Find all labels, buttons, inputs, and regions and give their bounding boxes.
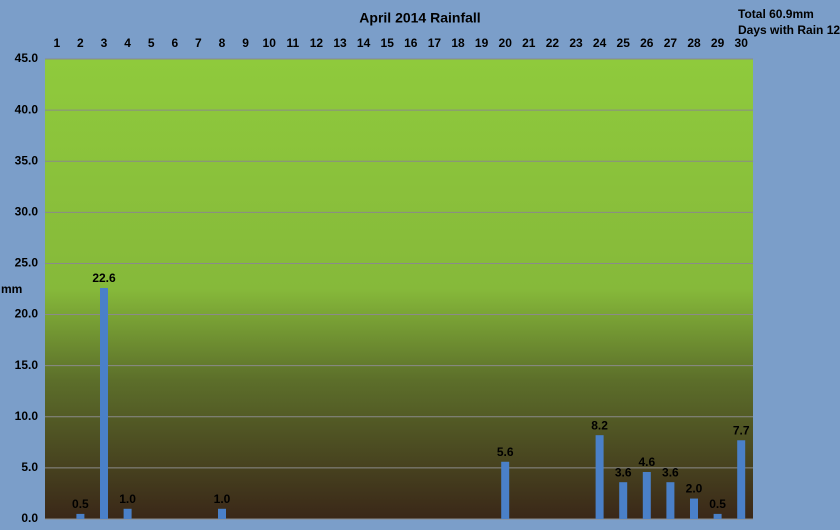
value-label: 4.6 (638, 455, 655, 469)
x-tick-label: 21 (522, 36, 536, 50)
value-label: 1.0 (214, 492, 231, 506)
bar (713, 513, 722, 519)
bar (218, 508, 226, 519)
x-tick-label: 12 (310, 36, 324, 50)
y-tick-label: 35.0 (15, 153, 39, 167)
x-tick-label: 2 (77, 36, 84, 50)
y-tick-label: 5.0 (21, 460, 38, 474)
x-tick-label: 1 (53, 36, 60, 50)
bar (666, 482, 675, 519)
y-tick-label: 30.0 (15, 205, 39, 219)
value-label: 2.0 (686, 482, 703, 496)
x-tick-label: 27 (664, 36, 678, 50)
x-tick-label: 22 (546, 36, 560, 50)
x-tick-label: 7 (195, 36, 202, 50)
y-tick-label: 40.0 (15, 102, 39, 116)
x-tick-label: 10 (263, 36, 277, 50)
x-tick-label: 3 (101, 36, 108, 50)
x-tick-label: 30 (735, 36, 749, 50)
x-tick-label: 14 (357, 36, 371, 50)
chart-title: April 2014 Rainfall (359, 10, 480, 26)
x-tick-label: 19 (475, 36, 489, 50)
bar (737, 440, 746, 519)
value-label: 7.7 (733, 423, 750, 437)
x-tick-label: 16 (404, 36, 418, 50)
x-tick-label: 6 (171, 36, 178, 50)
y-tick-label: 25.0 (15, 256, 39, 270)
x-tick-label: 24 (593, 36, 607, 50)
y-tick-label: 45.0 (15, 51, 39, 65)
value-label: 5.6 (497, 445, 514, 459)
y-tick-label: 15.0 (15, 358, 39, 372)
bar (642, 471, 651, 519)
x-tick-label: 23 (569, 36, 583, 50)
x-tick-label: 13 (333, 36, 347, 50)
value-label: 3.6 (662, 465, 679, 479)
x-tick-label: 9 (242, 36, 249, 50)
value-label: 0.5 (72, 497, 89, 511)
x-tick-label: 8 (219, 36, 226, 50)
x-tick-label: 20 (499, 36, 513, 50)
bar (76, 513, 85, 519)
value-label: 3.6 (615, 465, 632, 479)
y-tick-label: 20.0 (15, 307, 39, 321)
x-tick-label: 11 (286, 36, 299, 50)
value-label: 22.6 (92, 271, 116, 285)
x-tick-label: 5 (148, 36, 155, 50)
x-tick-label: 29 (711, 36, 725, 50)
value-label: 8.2 (591, 418, 608, 432)
x-tick-label: 28 (687, 36, 701, 50)
bar (690, 498, 698, 519)
bar (619, 482, 628, 519)
bar (123, 508, 132, 519)
y-tick-label: 0.0 (21, 511, 38, 525)
y-axis-label: mm (1, 282, 22, 296)
x-tick-label: 15 (381, 36, 395, 50)
x-tick-label: 17 (428, 36, 442, 50)
y-tick-label: 10.0 (15, 409, 39, 423)
annotation: Total 60.9mm (738, 7, 814, 21)
value-label: 1.0 (119, 492, 136, 506)
annotation: Days with Rain 12 (738, 23, 840, 37)
bar (100, 287, 108, 519)
x-tick-label: 4 (124, 36, 131, 50)
bar (595, 435, 604, 519)
x-tick-label: 26 (640, 36, 654, 50)
plot-area (45, 59, 753, 519)
value-label: 0.5 (709, 497, 726, 511)
x-tick-label: 18 (451, 36, 465, 50)
x-tick-label: 25 (617, 36, 631, 50)
bar (501, 461, 510, 519)
